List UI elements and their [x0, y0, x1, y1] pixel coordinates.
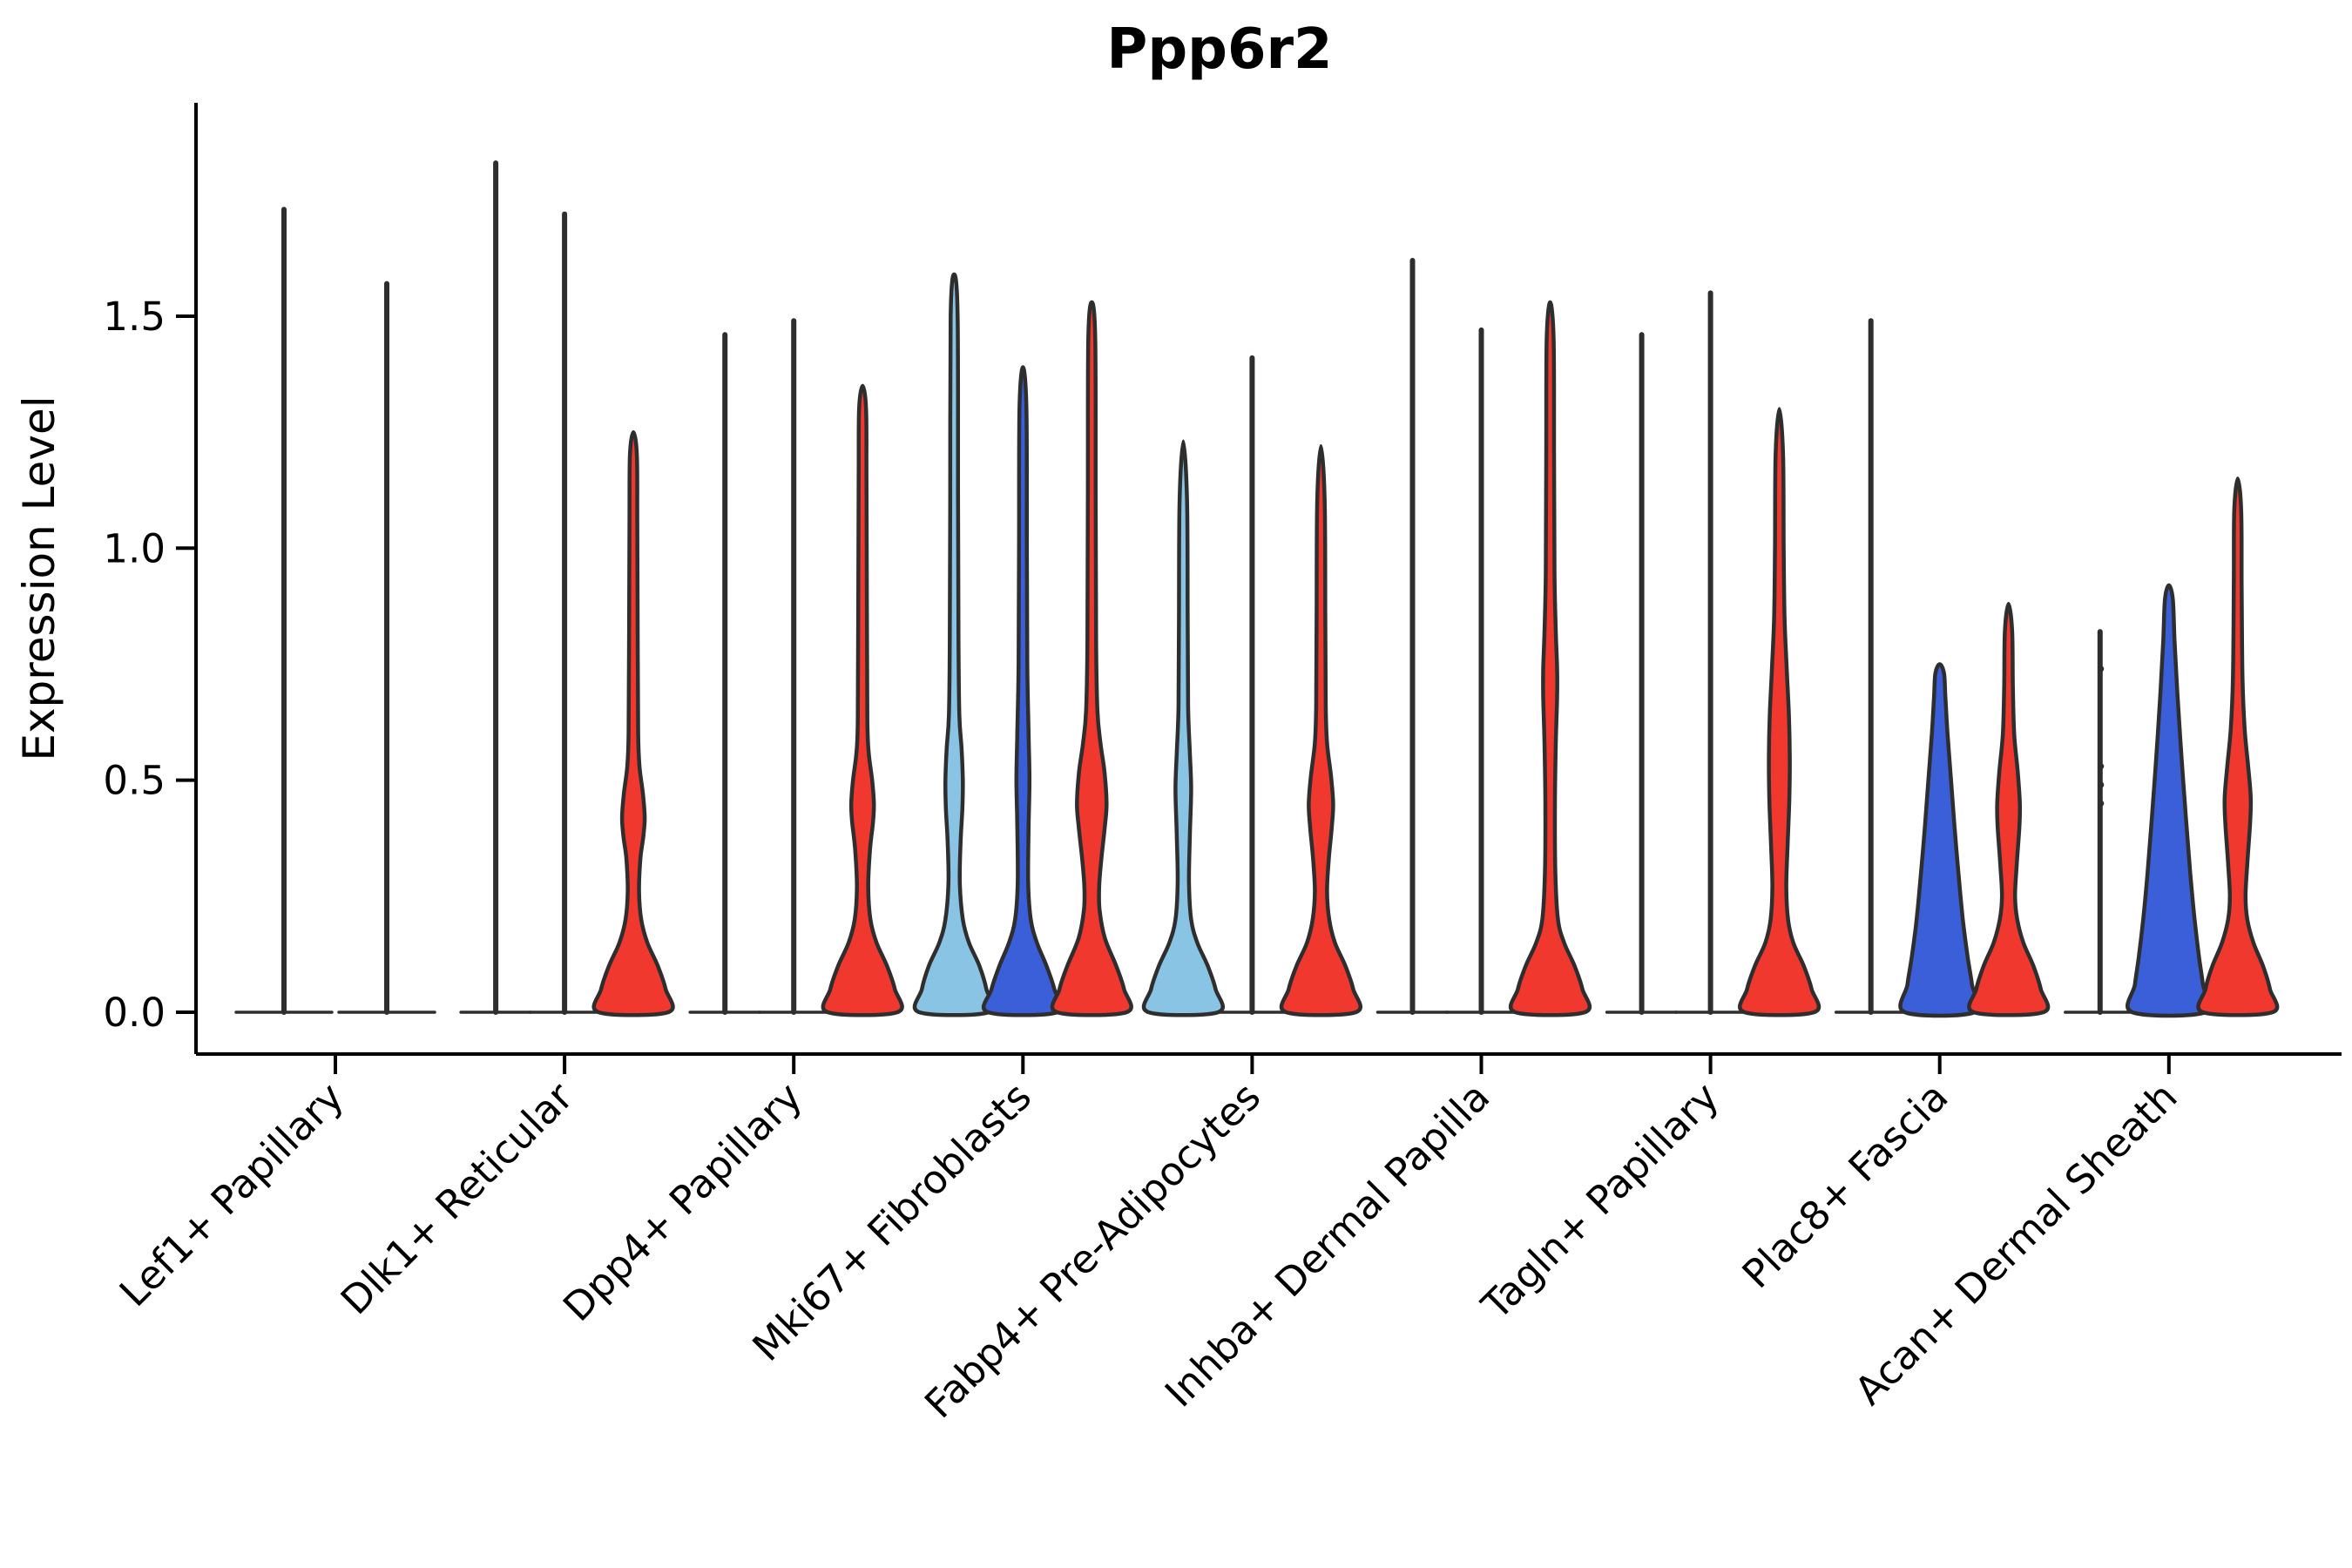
violin-red [591, 429, 675, 1017]
violin-red [1738, 407, 1821, 1017]
x-category-label: Dlk1+ Reticular [332, 1073, 582, 1323]
violin-jitter-dot [2098, 763, 2105, 770]
y-axis-label: Expression Level [14, 395, 64, 760]
violin-jitter-dot [2098, 800, 2105, 807]
violin-blue [982, 365, 1064, 1017]
violin-red [1509, 300, 1592, 1017]
x-category-label: Tagln+ Papillary [1472, 1073, 1727, 1328]
y-tick-label: 0.5 [103, 758, 166, 804]
violin-jitter-dot [2098, 666, 2105, 672]
violin-red [1279, 443, 1362, 1017]
x-category-label: Dpp4+ Papillary [554, 1073, 811, 1330]
violin-lightblue [912, 272, 996, 1017]
violin-red [821, 383, 904, 1017]
x-category-label: Lef1+ Papillary [111, 1073, 353, 1315]
x-category-label: Plac8+ Fascia [1734, 1073, 1957, 1297]
y-tick-label: 1.5 [103, 294, 166, 340]
violin-red [2196, 476, 2280, 1017]
violin-red [1050, 300, 1133, 1017]
y-tick-label: 1.0 [103, 525, 166, 571]
violin-lightblue [1141, 439, 1225, 1017]
y-tick-label: 0.0 [103, 990, 166, 1036]
violin-jitter-dot [2098, 781, 2105, 788]
chart-title: Ppp6r2 [1106, 17, 1332, 82]
violin-blue [2126, 583, 2213, 1018]
violin-red [1967, 601, 2051, 1017]
violin-blue [1898, 662, 1982, 1018]
